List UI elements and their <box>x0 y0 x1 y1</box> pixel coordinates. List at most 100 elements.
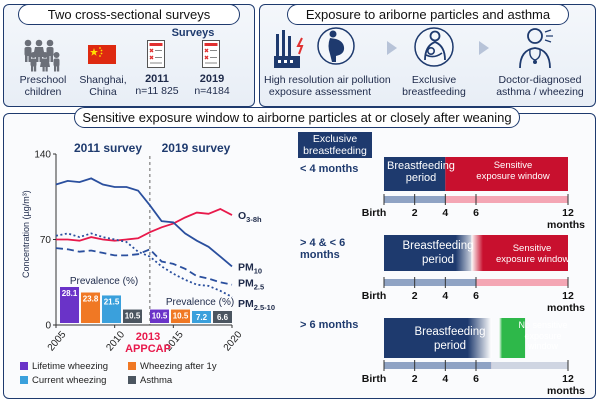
timeline-rest-bar <box>491 362 568 369</box>
prevalence-2019-title: Prevalence (%) <box>165 297 235 308</box>
prevalence-2019-bar <box>192 311 211 323</box>
surveys-heading: Surveys <box>171 27 215 39</box>
prevalence-2011-bar <box>81 292 100 323</box>
y-tick-label: 140 <box>34 150 51 161</box>
survey-form-icon <box>147 40 165 68</box>
legend-label: Wheezing after 1y <box>140 361 217 372</box>
series-label-PM2.5-10: PM2.5-10 <box>238 298 275 312</box>
group-2-window-label: Sensitive exposure window <box>496 243 570 265</box>
doctor-icon <box>519 28 553 69</box>
policy-name-label: APPCAP <box>125 343 171 355</box>
month-label: 12 <box>562 207 574 219</box>
series-line-PM2.5 <box>55 247 233 286</box>
series-label-O3-8h: O3-8h <box>238 210 262 224</box>
prevalence-2011-bar-label: 23.8 <box>83 295 99 304</box>
prevalence-2011-bar <box>123 309 142 323</box>
series-label-PM2.5: PM2.5 <box>238 278 264 292</box>
prevalence-2011-bar-label: 28.1 <box>62 289 78 298</box>
survey-2011-year: 2011 <box>145 73 169 85</box>
breastfeeding-icon <box>414 27 454 67</box>
y-tick-label: 0 <box>45 321 51 332</box>
exclusive-breastfeeding-header: Exclusive breastfeeding <box>298 132 372 158</box>
surveys-title: Two cross-sectional surveys <box>18 4 240 25</box>
month-label: 12 <box>562 373 574 385</box>
prevalence-2011-bar <box>60 287 79 323</box>
month-label: 6 <box>473 373 479 385</box>
exposure-window-2 <box>471 235 568 271</box>
prevalence-2019-bar <box>213 311 232 323</box>
timeline-bf-bar <box>384 362 492 369</box>
subjects-label: Preschool children <box>19 74 67 98</box>
legend-swatch <box>20 362 28 370</box>
prevalence-2019-bar-label: 10.5 <box>152 312 168 321</box>
month-label: 4 <box>442 290 448 302</box>
month-label: 4 <box>442 373 448 385</box>
breastfeeding-period-3 <box>384 318 492 358</box>
month-label: Birth <box>362 207 387 219</box>
group-1-label: < 4 months <box>300 163 359 175</box>
step-3-label: Doctor-diagnosed asthma / wheezing <box>496 74 584 98</box>
series-label-PM10: PM10 <box>238 261 262 275</box>
prevalence-2019-bar-label: 6.6 <box>217 313 229 322</box>
timeline-rest-bar <box>476 279 568 286</box>
prevalence-2011-bar-label: 21.5 <box>104 297 120 306</box>
prevalence-2019-bar-label: 7.2 <box>196 313 208 322</box>
legend-swatch <box>128 362 136 370</box>
survey-2019-year: 2019 <box>199 73 225 85</box>
legend-label: Lifetime wheezing <box>32 361 108 372</box>
group-2-bf-label: Breastfeeding period <box>402 240 474 266</box>
prevalence-2011-title: Prevalence (%) <box>69 276 139 287</box>
month-label: 2 <box>412 373 418 385</box>
group-1-bf-label: Breastfeeding period <box>387 160 455 184</box>
legend-swatch <box>20 376 28 384</box>
month-label: 12 <box>562 290 574 302</box>
series-line-O3-8h <box>56 208 233 242</box>
month-label: 2 <box>412 290 418 302</box>
group-3-bf-label: Breastfeeding period <box>414 326 486 352</box>
prevalence-2011-bar <box>102 295 121 323</box>
survey-2019-n: n=4184 <box>194 85 230 97</box>
step-2-label: Exclusive breastfeeding <box>402 74 466 98</box>
month-label: Birth <box>362 290 387 302</box>
prevalence-2019-bar <box>150 309 169 323</box>
month-label: 4 <box>442 207 448 219</box>
months-unit-label: months <box>547 385 585 397</box>
timeline-rest-bar <box>445 196 568 203</box>
month-label: 6 <box>473 290 479 302</box>
pregnant-woman-icon <box>317 27 355 65</box>
exposure-title: Exposure to ariborne particles and asthm… <box>287 4 569 25</box>
bottom-title: Sensitive exposure window to airborne pa… <box>74 107 520 128</box>
series-line-PM10 <box>55 177 233 268</box>
prevalence-2011-bar-label: 10.5 <box>125 312 141 321</box>
breastfeeding-period-2 <box>384 235 476 271</box>
survey-2011-label: 2011 survey <box>73 141 143 155</box>
breastfeeding-period-1 <box>384 157 446 191</box>
month-label: 2 <box>412 207 418 219</box>
exposure-window-1 <box>445 157 568 191</box>
months-unit-label: months <box>547 219 585 231</box>
policy-year-label: 2013 <box>135 331 161 343</box>
legend-label: Asthma <box>140 375 173 386</box>
prevalence-2019-bar-label: 10.5 <box>173 312 189 321</box>
group-3-label: > 6 months <box>300 319 359 331</box>
location-label: Shanghai, China <box>79 74 127 98</box>
arrow-right-icon <box>479 41 489 55</box>
y-tick-label: 70 <box>40 235 52 246</box>
exposure-window-3 <box>499 318 526 358</box>
group-2-label: > 4 & < 6 months <box>300 237 346 261</box>
factory-icon <box>274 30 304 68</box>
arrow-right-icon <box>387 41 397 55</box>
timeline-bf-bar <box>384 279 476 286</box>
prevalence-2019-bar <box>171 309 190 323</box>
legend-swatch <box>128 376 136 384</box>
survey-form-icon <box>202 40 220 68</box>
group-3-window-label: No sensitive exposure window <box>518 320 568 351</box>
survey-2019-label: 2019 survey <box>161 141 231 155</box>
month-label: 6 <box>473 207 479 219</box>
months-unit-label: months <box>547 302 585 314</box>
survey-2011-n: n=11 825 <box>135 85 179 97</box>
group-1-window-label: Sensitive exposure window <box>476 160 550 182</box>
legend-label: Current wheezing <box>32 375 106 386</box>
